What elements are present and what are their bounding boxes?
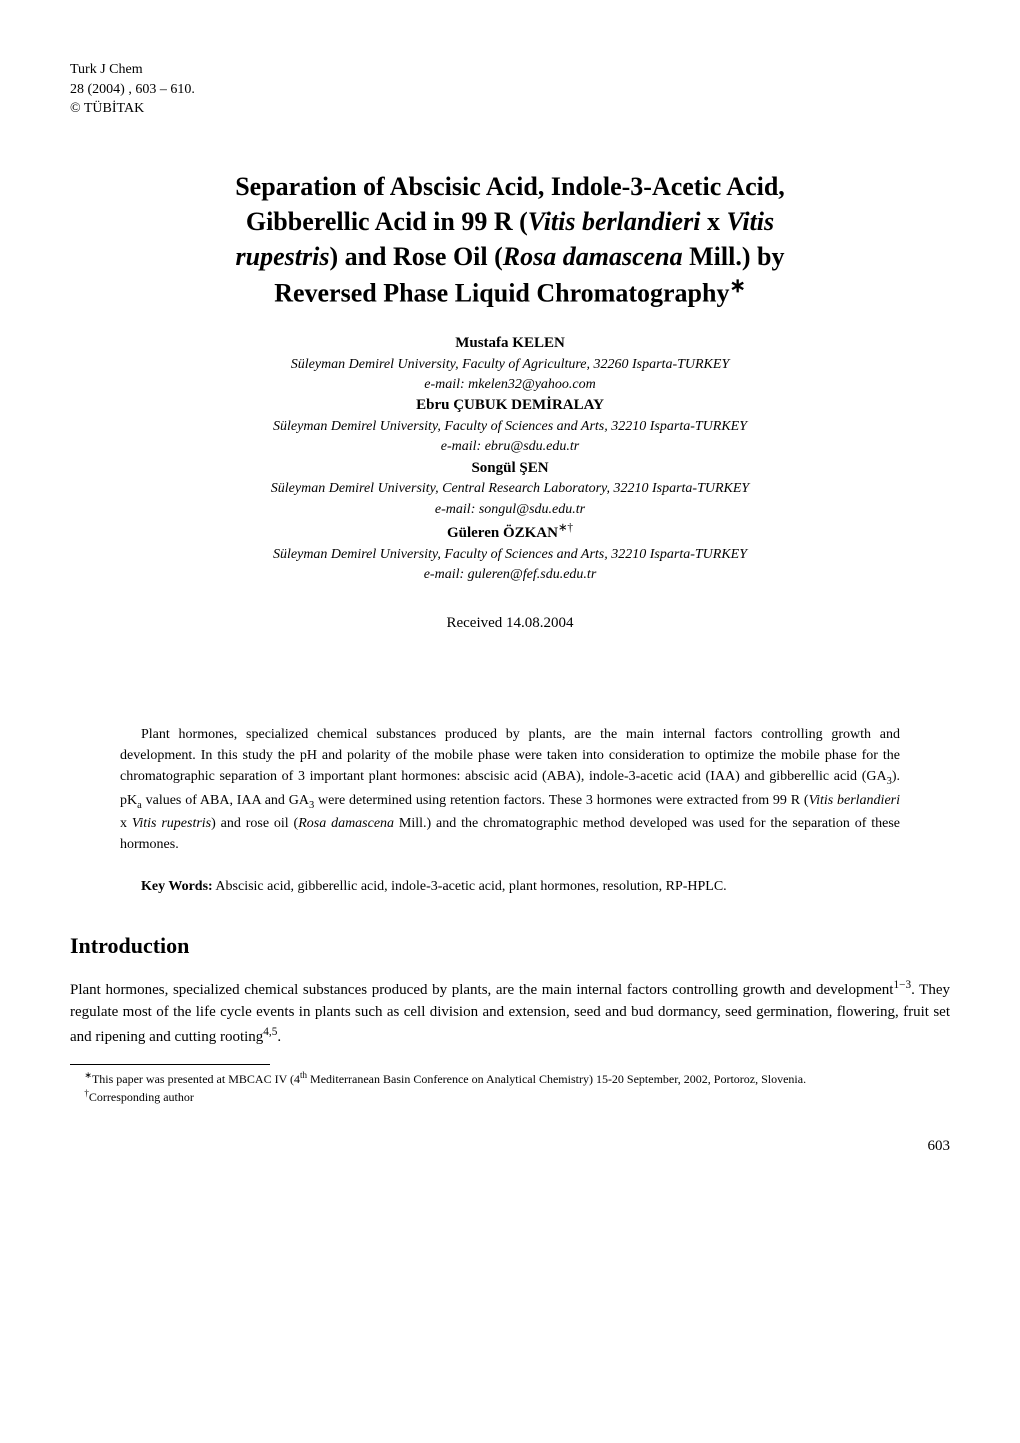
abstract-species-2: Vitis rupestris: [132, 816, 211, 831]
paper-title: Separation of Abscisic Acid, Indole-3-Ac…: [70, 169, 950, 311]
abstract-text-c: values of ABA, IAA and GA: [142, 793, 309, 808]
title-line2-mid: x: [700, 207, 726, 236]
journal-copyright: © TÜBİTAK: [70, 99, 950, 119]
abstract-text-e: x: [120, 816, 132, 831]
footnote-2: †Corresponding author: [70, 1087, 950, 1105]
intro-text-c: .: [277, 1029, 281, 1045]
footnote-2-text: Corresponding author: [89, 1090, 194, 1104]
authors-block: Mustafa KELEN Süleyman Demirel Universit…: [70, 333, 950, 585]
author-3-email: e-mail: songul@sdu.edu.tr: [70, 500, 950, 520]
abstract-species-1: Vitis berlandieri: [809, 793, 900, 808]
abstract-paragraph: Plant hormones, specialized chemical sub…: [120, 724, 900, 855]
title-species-2a: Vitis: [726, 207, 774, 236]
intro-text-a: Plant hormones, specialized chemical sub…: [70, 982, 893, 998]
title-species-2b: rupestris: [236, 242, 330, 271]
page-number: 603: [70, 1136, 950, 1157]
title-footnote-mark: ∗: [729, 276, 745, 297]
footnote-1-sup: th: [300, 1070, 307, 1080]
intro-cite-2: 4,5: [263, 1026, 277, 1038]
author-4-email: e-mail: guleren@fef.sdu.edu.tr: [70, 565, 950, 585]
author-4-name: Güleren ÖZKAN∗†: [70, 520, 950, 545]
journal-name: Turk J Chem: [70, 60, 950, 80]
abstract-text-d: were determined using retention factors.…: [314, 793, 808, 808]
author-2-name: Ebru ÇUBUK DEMİRALAY: [70, 395, 950, 417]
author-4-name-text: Güleren ÖZKAN: [447, 525, 558, 541]
title-species-3: Rosa damascena: [503, 242, 683, 271]
keywords-label: Key Words:: [141, 879, 213, 894]
title-line3-mid: ) and Rose Oil (: [329, 242, 502, 271]
footnote-1-text-a: This paper was presented at MBCAC IV (4: [92, 1072, 300, 1086]
author-1-affiliation: Süleyman Demirel University, Faculty of …: [70, 355, 950, 375]
keywords-text: Abscisic acid, gibberellic acid, indole-…: [213, 879, 727, 894]
footnote-1-mark: ∗: [84, 1070, 92, 1080]
introduction-heading: Introduction: [70, 931, 950, 962]
abstract-text-a: Plant hormones, specialized chemical sub…: [120, 727, 900, 784]
received-date: Received 14.08.2004: [70, 613, 950, 634]
journal-volume: 28 (2004) , 603 – 610.: [70, 80, 950, 100]
footnote-1: ∗This paper was presented at MBCAC IV (4…: [70, 1069, 950, 1087]
title-species-1: Vitis berlandieri: [528, 207, 701, 236]
intro-paragraph: Plant hormones, specialized chemical sub…: [70, 977, 950, 1049]
author-1-name: Mustafa KELEN: [70, 333, 950, 355]
author-4-affiliation: Süleyman Demirel University, Faculty of …: [70, 545, 950, 565]
keywords-line: Key Words: Abscisic acid, gibberellic ac…: [120, 877, 900, 897]
author-2-affiliation: Süleyman Demirel University, Faculty of …: [70, 417, 950, 437]
title-line2-pre: Gibberellic Acid in 99 R (: [246, 207, 528, 236]
abstract-text-f: ) and rose oil (: [211, 816, 298, 831]
journal-header: Turk J Chem 28 (2004) , 603 – 610. © TÜB…: [70, 60, 950, 119]
footnote-rule: [70, 1064, 270, 1065]
author-1-email: e-mail: mkelen32@yahoo.com: [70, 375, 950, 395]
author-2-email: e-mail: ebru@sdu.edu.tr: [70, 437, 950, 457]
author-3-name: Songül ŞEN: [70, 458, 950, 480]
author-4-mark: ∗†: [558, 522, 573, 534]
footnote-1-text-b: Mediterranean Basin Conference on Analyt…: [307, 1072, 806, 1086]
abstract-species-3: Rosa damascena: [298, 816, 394, 831]
title-line1: Separation of Abscisic Acid, Indole-3-Ac…: [235, 172, 785, 201]
title-line4: Reversed Phase Liquid Chromatography: [274, 279, 729, 308]
title-line3-post: Mill.) by: [683, 242, 785, 271]
author-3-affiliation: Süleyman Demirel University, Central Res…: [70, 479, 950, 499]
intro-cite-1: 1−3: [893, 979, 911, 991]
